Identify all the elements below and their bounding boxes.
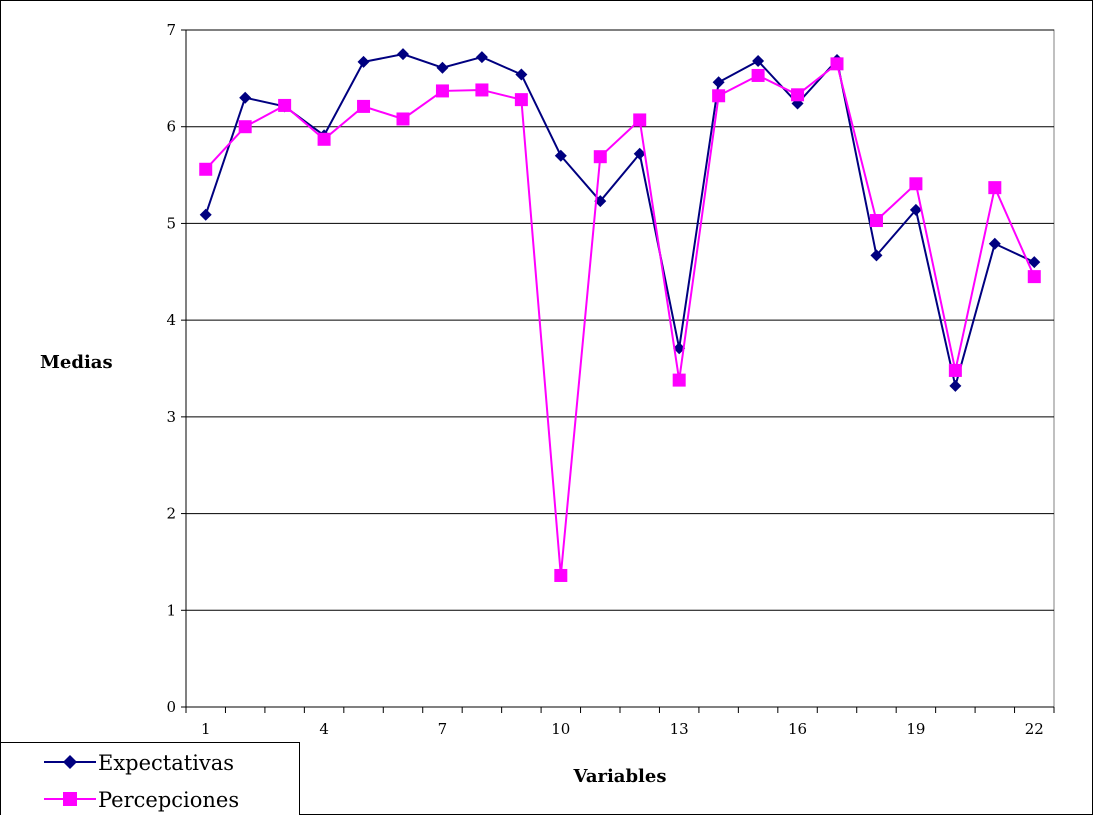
- x-tick-label-13: 13: [670, 720, 689, 738]
- x-tick-label-1: 1: [201, 720, 211, 738]
- x-tick-label-22: 22: [1025, 720, 1044, 738]
- point-percepciones-11: [593, 150, 607, 164]
- axes: 0 1 2 3 4 5 6 7 1 4 7 10 13 16 19 22: [166, 21, 1055, 738]
- point-expectativas-2: [239, 91, 252, 104]
- point-expectativas-10: [554, 149, 567, 162]
- plot-area: [185, 29, 1055, 708]
- gridlines: [186, 29, 1054, 611]
- point-percepciones-12: [633, 113, 647, 127]
- point-expectativas-12: [633, 147, 646, 160]
- point-expectativas-18: [870, 249, 883, 262]
- x-tick-label-16: 16: [788, 720, 807, 738]
- point-percepciones-5: [357, 99, 371, 113]
- legend-box: [0, 742, 300, 815]
- x-tick-label-4: 4: [319, 720, 329, 738]
- y-tick-label-3: 3: [166, 408, 176, 426]
- y-tick-label-4: 4: [166, 311, 176, 329]
- series-line-percepciones: [204, 62, 1036, 576]
- data-series: [199, 48, 1041, 582]
- series-line-expectativas: [204, 53, 1035, 387]
- point-expectativas-6: [397, 48, 409, 61]
- x-tick-label-7: 7: [438, 720, 448, 738]
- point-percepciones-8: [475, 83, 489, 97]
- point-percepciones-21: [988, 181, 1002, 195]
- point-percepciones-1: [199, 162, 213, 176]
- point-percepciones-14: [712, 89, 726, 103]
- point-expectativas-15: [752, 54, 765, 67]
- y-tick-label-7: 7: [166, 21, 176, 39]
- point-percepciones-2: [238, 120, 252, 134]
- legend-label-percepciones: Percepciones: [98, 788, 239, 812]
- point-percepciones-10: [554, 568, 568, 582]
- y-tick-label-2: 2: [166, 505, 176, 523]
- point-expectativas-9: [515, 68, 528, 81]
- point-expectativas-22: [1028, 256, 1041, 269]
- x-tick-label-10: 10: [551, 720, 570, 738]
- point-expectativas-20: [949, 379, 962, 392]
- point-percepciones-15: [751, 68, 765, 82]
- point-percepciones-6: [396, 112, 410, 126]
- point-expectativas-14: [712, 76, 725, 89]
- point-expectativas-1: [199, 208, 212, 221]
- point-percepciones-18: [869, 214, 883, 228]
- point-expectativas-5: [357, 55, 370, 68]
- y-tick-label-1: 1: [166, 601, 176, 619]
- point-percepciones-9: [514, 93, 528, 107]
- point-expectativas-8: [475, 51, 488, 64]
- point-expectativas-21: [988, 237, 1001, 250]
- point-percepciones-7: [435, 84, 449, 98]
- point-percepciones-13: [672, 373, 686, 387]
- point-percepciones-4: [317, 132, 331, 146]
- point-percepciones-20: [948, 363, 962, 377]
- y-tick-label-0: 0: [166, 698, 176, 716]
- x-tick-label-19: 19: [906, 720, 925, 738]
- point-expectativas-7: [436, 61, 449, 74]
- legend-label-expectativas: Expectativas: [98, 751, 234, 775]
- legend: Expectativas Percepciones: [0, 742, 300, 815]
- y-axis-title: Medias: [40, 352, 113, 373]
- point-percepciones-17: [830, 57, 844, 71]
- point-percepciones-19: [909, 177, 923, 191]
- point-percepciones-16: [791, 88, 805, 102]
- legend-marker-percepciones: [63, 792, 77, 806]
- point-expectativas-13: [673, 342, 686, 355]
- y-tick-label-5: 5: [166, 214, 176, 232]
- y-tick-label-6: 6: [166, 118, 176, 136]
- point-expectativas-19: [909, 203, 922, 216]
- point-percepciones-22: [1027, 270, 1041, 284]
- point-percepciones-3: [278, 98, 292, 112]
- x-axis-title: Variables: [573, 766, 667, 787]
- legend-marker-expectativas: [63, 755, 77, 769]
